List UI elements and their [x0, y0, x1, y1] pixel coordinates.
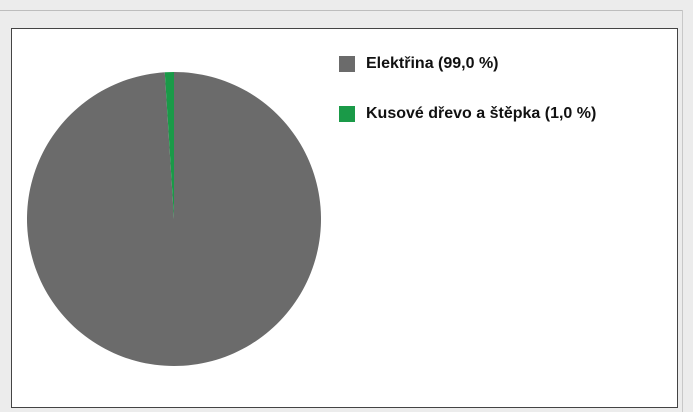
- legend-item-elektrina: Elektřina (99,0 %): [339, 53, 596, 75]
- chart-container: Elektřina (99,0 %) Kusové dřevo a štěpka…: [11, 28, 678, 408]
- legend-swatch-elektrina: [339, 56, 355, 72]
- vertical-scrollbar[interactable]: [682, 10, 693, 412]
- top-toolbar-strip: [0, 0, 693, 11]
- legend-item-drevo: Kusové dřevo a štěpka (1,0 %): [339, 103, 596, 125]
- legend-label-drevo: Kusové dřevo a štěpka (1,0 %): [366, 105, 597, 122]
- pie-slice-elektrina: [26, 72, 321, 367]
- legend-swatch-drevo: [339, 106, 355, 122]
- legend-label-elektrina: Elektřina (99,0 %): [366, 55, 499, 72]
- chart-legend: Elektřina (99,0 %) Kusové dřevo a štěpka…: [339, 53, 596, 153]
- pie-chart: [26, 72, 321, 367]
- pie-slice-drevo: [164, 72, 174, 219]
